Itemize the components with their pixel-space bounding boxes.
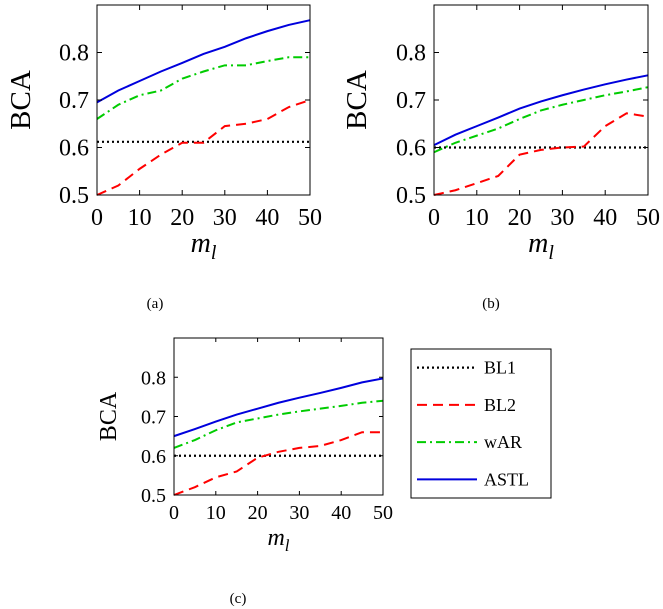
y-tick-label: 0.7 <box>141 407 166 429</box>
series-astl-line <box>173 377 384 438</box>
y-axis-label: BCA <box>341 70 373 130</box>
legend-label-astl: ASTL <box>484 469 529 489</box>
series-bl2-line <box>96 99 311 196</box>
y-axis-label: BCA <box>96 391 122 441</box>
x-tick-label: 50 <box>298 205 322 231</box>
x-axis-label: ml <box>191 228 217 264</box>
axes-box <box>96 4 311 196</box>
x-tick-label: 30 <box>289 502 309 524</box>
y-tick-label: 0.7 <box>396 88 426 114</box>
y-tick-label: 0.7 <box>59 88 89 114</box>
y-tick-label: 0.8 <box>141 367 166 389</box>
x-tick-label: 10 <box>206 502 226 524</box>
y-tick-label: 0.8 <box>396 41 426 67</box>
axes-box <box>433 4 649 196</box>
x-tick-label: 0 <box>91 205 103 231</box>
x-tick-label: 20 <box>248 502 268 524</box>
x-tick-label: 0 <box>428 205 440 231</box>
series-war-line <box>96 56 310 120</box>
legend-label-war: wAR <box>484 432 522 452</box>
x-tick-label: 10 <box>128 205 152 231</box>
x-axis-label: ml <box>528 228 554 264</box>
legend-label-bl1: BL1 <box>484 358 516 378</box>
y-tick-label: 0.5 <box>396 183 426 209</box>
legend: BL1 BL2 wAR ASTL <box>410 348 552 499</box>
x-tick-label: 50 <box>373 502 393 524</box>
chart-panel-0: 0 10 20 30 40 50 0.5 0.6 0.7 0.8 BCA ml (a) <box>5 4 322 312</box>
y-tick-label: 0.8 <box>59 41 89 67</box>
legend-label-bl2: BL2 <box>484 395 516 415</box>
y-axis-label: BCA <box>5 70 37 130</box>
y-tick-label: 0.5 <box>59 183 89 209</box>
y-tick-label: 0.5 <box>141 485 166 507</box>
chart-panel-2: 0 10 20 30 40 50 0.5 0.6 0.7 0.8 BCA ml (c) <box>96 337 393 607</box>
series-war-line <box>433 86 649 154</box>
x-tick-label: 40 <box>593 205 617 231</box>
x-axis-label: ml <box>267 525 289 555</box>
x-tick-label: 20 <box>170 205 194 231</box>
panel-caption: (b) <box>482 296 500 312</box>
series-bl2-line <box>173 431 383 496</box>
chart-panel-1: 0 10 20 30 40 50 0.5 0.6 0.7 0.8 BCA ml (b) <box>341 4 660 312</box>
panel-caption: (c) <box>230 591 247 607</box>
x-tick-label: 30 <box>550 205 574 231</box>
x-tick-label: 50 <box>636 205 660 231</box>
legend-box <box>410 348 552 499</box>
y-tick-label: 0.6 <box>396 136 426 162</box>
y-tick-label: 0.6 <box>141 446 166 468</box>
x-tick-label: 0 <box>169 502 179 524</box>
x-tick-label: 20 <box>508 205 532 231</box>
y-tick-label: 0.6 <box>59 136 89 162</box>
x-tick-label: 40 <box>255 205 279 231</box>
x-tick-label: 30 <box>213 205 237 231</box>
x-tick-label: 40 <box>331 502 351 524</box>
series-astl-line <box>96 19 311 104</box>
series-bl2-line <box>433 112 649 196</box>
series-astl-line <box>433 74 649 147</box>
x-tick-label: 10 <box>465 205 489 231</box>
panel-caption: (a) <box>147 296 164 312</box>
axes-box <box>173 337 384 496</box>
